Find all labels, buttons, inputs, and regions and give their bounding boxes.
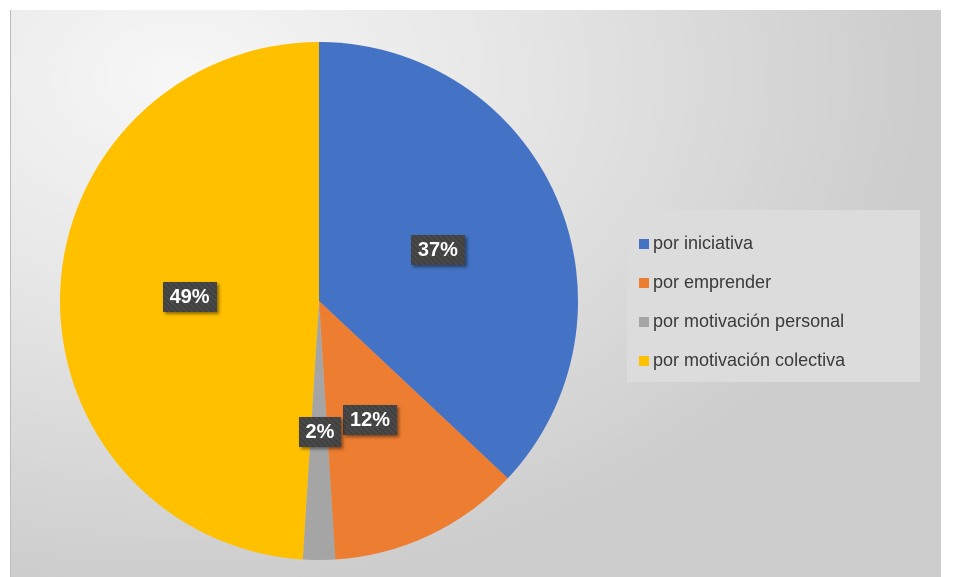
data-label-2: 12% bbox=[343, 405, 398, 435]
legend-label: por iniciativa bbox=[653, 233, 754, 253]
pie-slice-2 bbox=[319, 301, 508, 560]
legend-item-por-motivacion-colectiva: por motivación colectiva bbox=[639, 345, 920, 376]
legend: por iniciativa por emprender por motivac… bbox=[627, 210, 920, 382]
legend-item-por-motivacion-personal: por motivación personal bbox=[639, 306, 920, 337]
legend-swatch bbox=[639, 316, 649, 327]
legend-swatch bbox=[639, 277, 649, 288]
legend-item-por-iniciativa: por iniciativa bbox=[639, 228, 920, 259]
data-label-1: 37% bbox=[410, 234, 465, 265]
chart-area: 37% 12% 2% 49% por iniciativa por emprender… bbox=[10, 10, 941, 577]
data-label-3: 2% bbox=[298, 417, 342, 447]
legend-swatch bbox=[639, 355, 649, 366]
legend-label: por motivación colectiva bbox=[653, 350, 846, 370]
legend-label: por emprender bbox=[653, 272, 772, 292]
legend-swatch bbox=[639, 238, 649, 249]
data-label-4: 49% bbox=[162, 281, 217, 312]
legend-item-por-emprender: por emprender bbox=[639, 267, 920, 298]
legend-label: por motivación personal bbox=[653, 311, 845, 331]
